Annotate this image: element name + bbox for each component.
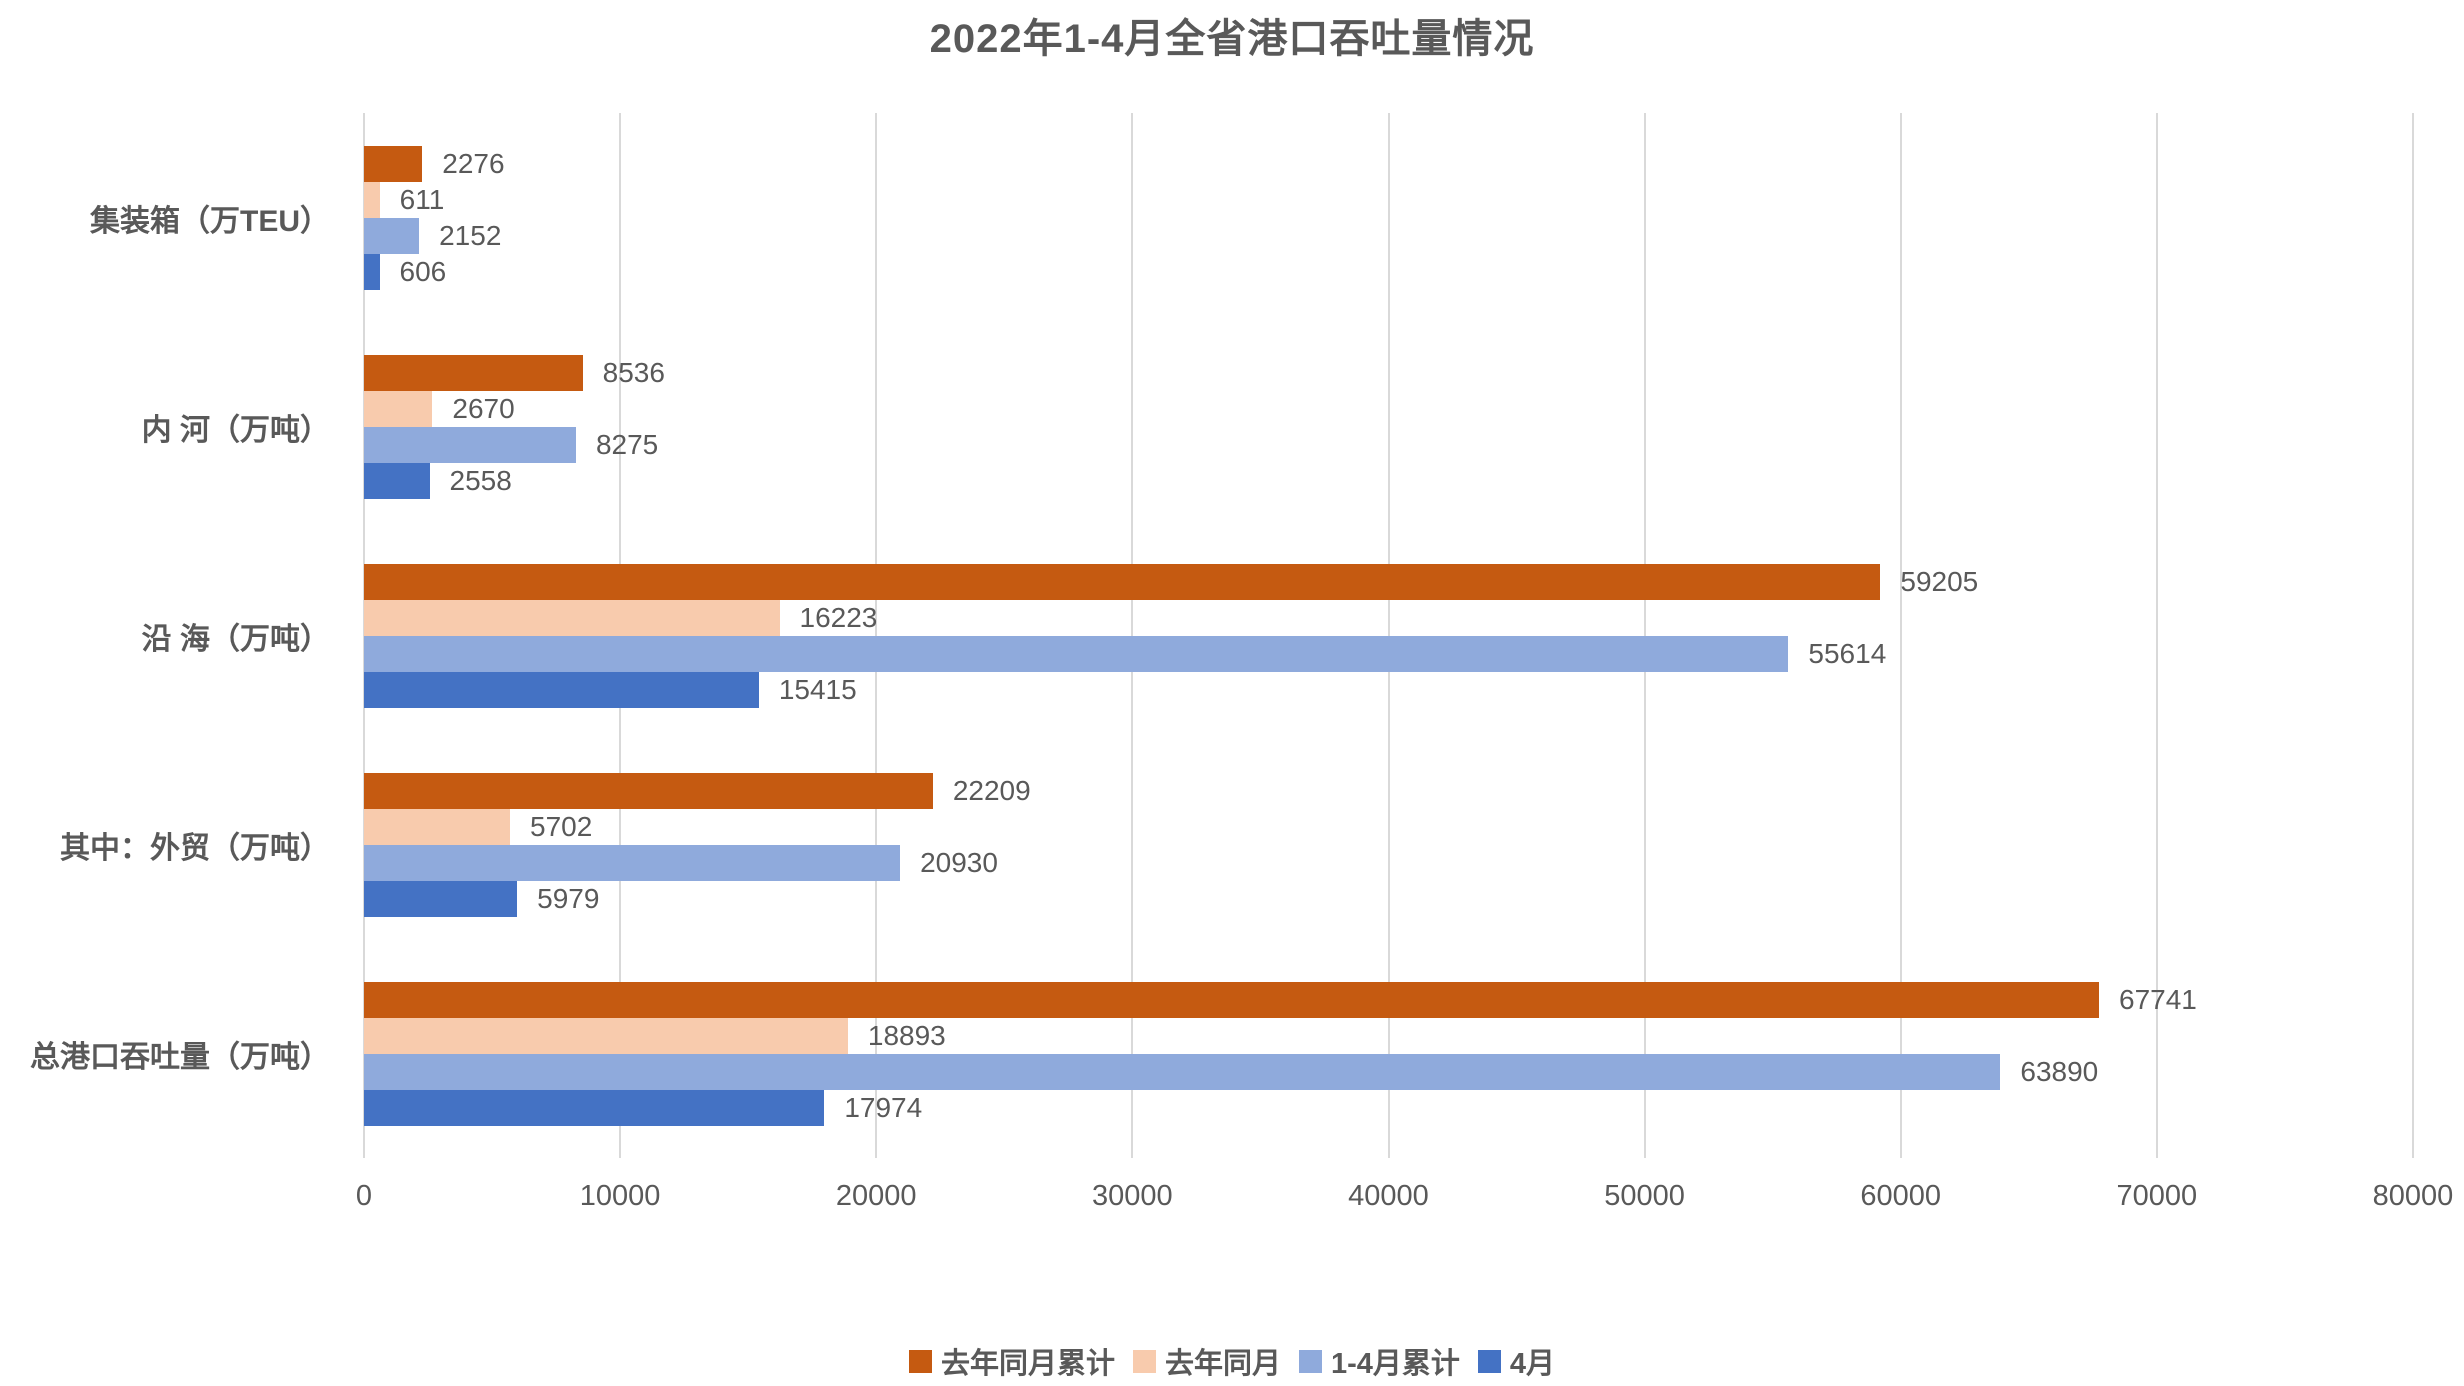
bar-row: 2152 bbox=[364, 217, 502, 254]
bar-value-label: 18893 bbox=[867, 1019, 946, 1051]
legend: 去年同月累计 去年同月 1-4月累计 4月 bbox=[0, 1340, 2464, 1382]
plot-area: 2276 611 2152 606 8536 2670 8275 2558 59205 16223… bbox=[363, 113, 2414, 1158]
legend-swatch bbox=[908, 1349, 932, 1373]
bar-value-label: 8275 bbox=[595, 428, 659, 460]
bar-value-label: 59205 bbox=[1900, 565, 1979, 597]
legend-swatch bbox=[1477, 1349, 1501, 1373]
legend-item: 1-4月累计 bbox=[1298, 1340, 1460, 1382]
x-tick-label: 30000 bbox=[1092, 1180, 1173, 1212]
bar-value-label: 5979 bbox=[537, 882, 600, 914]
category-label: 其中：外贸（万吨） bbox=[60, 831, 330, 865]
bar bbox=[364, 426, 576, 463]
bar bbox=[364, 671, 759, 708]
category-label: 总港口吞吐量（万吨） bbox=[30, 1040, 330, 1074]
bar-row: 16223 bbox=[364, 599, 878, 636]
bar bbox=[364, 772, 933, 809]
bar-value-label: 15415 bbox=[778, 673, 857, 705]
bar-row: 22209 bbox=[364, 772, 1031, 809]
legend-item: 去年同月累计 bbox=[908, 1340, 1115, 1382]
bar bbox=[364, 880, 518, 917]
bar bbox=[364, 635, 1789, 672]
gridline bbox=[1899, 113, 1902, 1158]
bar bbox=[364, 599, 780, 636]
bar-value-label: 63890 bbox=[2020, 1055, 2099, 1087]
bar-row: 8275 bbox=[364, 426, 659, 463]
x-tick-label: 60000 bbox=[1860, 1180, 1942, 1212]
gridline bbox=[2412, 113, 2414, 1158]
bar bbox=[364, 462, 430, 499]
bar bbox=[364, 1089, 825, 1126]
x-tick-label: 40000 bbox=[1348, 1180, 1429, 1212]
gridline bbox=[2155, 113, 2158, 1158]
x-tick-label: 10000 bbox=[579, 1180, 661, 1212]
category-label: 沿 海（万吨） bbox=[141, 622, 330, 656]
bar bbox=[364, 563, 1881, 600]
bar-row: 67741 bbox=[364, 981, 2197, 1018]
bar-value-label: 2152 bbox=[439, 219, 502, 251]
bar-row: 20930 bbox=[364, 844, 998, 881]
bar-row: 17974 bbox=[364, 1089, 923, 1126]
x-tick-label: 70000 bbox=[2116, 1180, 2198, 1212]
bar-row: 18893 bbox=[364, 1017, 946, 1054]
bar-value-label: 2558 bbox=[449, 464, 512, 496]
bar bbox=[364, 354, 583, 391]
bar bbox=[364, 1017, 848, 1054]
x-tick-label: 20000 bbox=[835, 1180, 917, 1212]
legend-label: 去年同月 bbox=[1164, 1348, 1281, 1380]
bar-value-label: 20930 bbox=[920, 846, 998, 878]
bar-value-label: 2670 bbox=[452, 392, 515, 424]
bar-value-label: 55614 bbox=[1808, 637, 1887, 669]
legend-label: 4月 bbox=[1509, 1348, 1556, 1380]
bar-row: 8536 bbox=[364, 354, 665, 391]
bar-value-label: 17974 bbox=[844, 1091, 923, 1123]
chart-title: 2022年1-4月全省港口吞吐量情况 bbox=[929, 17, 1535, 61]
bar-row: 63890 bbox=[364, 1053, 2099, 1090]
category-label: 集装箱（万TEU） bbox=[90, 204, 330, 238]
bar-row: 611 bbox=[364, 181, 445, 218]
x-tick-label: 80000 bbox=[2372, 1180, 2454, 1212]
x-tick-label: 50000 bbox=[1604, 1180, 1685, 1212]
bar-row: 2558 bbox=[364, 462, 512, 499]
bar-value-label: 611 bbox=[399, 183, 445, 215]
bar-row: 2670 bbox=[364, 390, 515, 427]
legend-item: 4月 bbox=[1477, 1340, 1556, 1382]
legend-swatch bbox=[1298, 1349, 1322, 1373]
bar bbox=[364, 808, 511, 845]
bar-value-label: 8536 bbox=[602, 356, 665, 388]
bar bbox=[364, 181, 380, 218]
bar bbox=[364, 390, 433, 427]
bar-value-label: 606 bbox=[399, 255, 447, 287]
bar bbox=[364, 145, 423, 182]
legend-label: 1-4月累计 bbox=[1330, 1348, 1460, 1380]
bar-value-label: 22209 bbox=[952, 774, 1031, 806]
bar bbox=[364, 844, 901, 881]
legend-swatch bbox=[1132, 1349, 1156, 1373]
bar bbox=[364, 253, 380, 290]
legend-item: 去年同月 bbox=[1132, 1340, 1281, 1382]
bar-value-label: 67741 bbox=[2119, 983, 2197, 1015]
bar-row: 2276 bbox=[364, 145, 505, 182]
bar-value-label: 2276 bbox=[442, 147, 505, 179]
bar-row: 59205 bbox=[364, 563, 1979, 600]
x-tick-label: 0 bbox=[355, 1180, 373, 1212]
bar bbox=[364, 1053, 2001, 1090]
category-label: 内 河（万吨） bbox=[141, 413, 330, 447]
bar-row: 606 bbox=[364, 253, 447, 290]
bar-value-label: 16223 bbox=[799, 601, 878, 633]
bar-row: 5979 bbox=[364, 880, 600, 917]
bar-value-label: 5702 bbox=[530, 810, 593, 842]
bar bbox=[364, 981, 2100, 1018]
bar bbox=[364, 217, 420, 254]
bar-row: 55614 bbox=[364, 635, 1887, 672]
legend-label: 去年同月累计 bbox=[940, 1348, 1115, 1380]
bar-row: 15415 bbox=[364, 671, 857, 708]
bar-row: 5702 bbox=[364, 808, 593, 845]
